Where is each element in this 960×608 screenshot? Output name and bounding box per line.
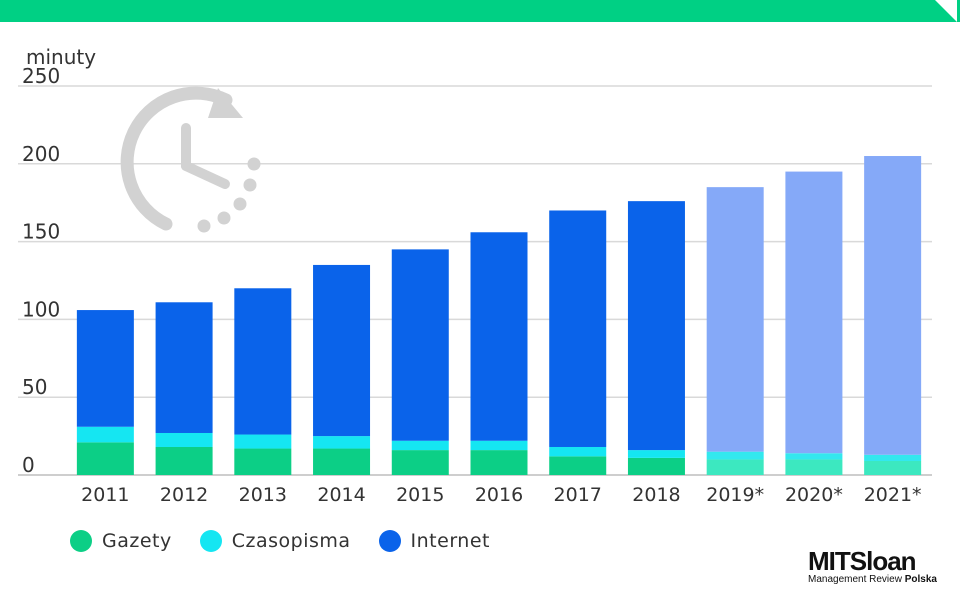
x-tick-label-2020-forecast: 2020*: [785, 484, 843, 506]
bar-internet-2017: [549, 210, 607, 447]
bar-gazety-2020-forecast: [785, 459, 843, 475]
y-tick-label-250: 250: [22, 64, 60, 88]
bar-internet-2020-forecast: [785, 171, 843, 454]
bar-internet-2018: [627, 201, 685, 451]
legend-label-internet: Internet: [410, 530, 490, 552]
top-accent-bar-notch: [935, 0, 957, 22]
bar-gazety-2017: [549, 456, 607, 475]
logo-subtitle: Management Review Polska: [808, 574, 937, 586]
bar-czasopisma-2014: [313, 436, 371, 449]
x-tick-labels: 2011 2012 2013 2014 2015 2016 2017 2018 2019* 202…: [81, 484, 921, 506]
y-tick-label-150: 150: [22, 220, 60, 244]
bar-internet-2016: [470, 232, 528, 441]
top-accent-bar: [0, 0, 960, 22]
bar-gazety-2012: [155, 446, 213, 475]
bar-gazety-2021-forecast: [864, 460, 922, 475]
x-tick-label-2011: 2011: [81, 484, 129, 506]
bar-gazety-2018: [627, 457, 685, 475]
legend-item-internet: Internet: [378, 530, 490, 552]
clock-icon: [120, 86, 261, 233]
bar-czasopisma-2017: [549, 446, 607, 457]
bar-internet-2014: [313, 264, 371, 437]
x-tick-label-2017: 2017: [554, 484, 602, 506]
bar-czasopisma-2012: [155, 432, 213, 447]
bar-gazety-2013: [234, 448, 292, 475]
x-tick-label-2016: 2016: [475, 484, 523, 506]
mit-sloan-logo: MITSloan Management Review Polska: [808, 546, 937, 586]
bar-gazety-2015: [391, 450, 449, 475]
bar-czasopisma-2013: [234, 434, 292, 449]
bar-czasopisma-2020-forecast: [785, 453, 843, 460]
y-tick-label-100: 100: [22, 297, 60, 321]
y-axis-title: minuty: [26, 45, 96, 69]
bar-internet-2021-forecast: [864, 156, 922, 455]
logo-subtitle-bold: Polska: [904, 574, 937, 585]
bar-gazety-2014: [313, 448, 371, 475]
x-tick-label-2021-forecast: 2021*: [864, 484, 922, 506]
legend-label-gazety: Gazety: [102, 530, 172, 552]
bar-internet-2012: [155, 302, 213, 433]
bar-gazety-2019-forecast: [706, 459, 764, 475]
x-tick-label-2013: 2013: [239, 484, 287, 506]
x-tick-label-2018: 2018: [632, 484, 680, 506]
bar-czasopisma-2018: [627, 450, 685, 458]
bar-internet-2019-forecast: [706, 187, 764, 452]
y-tick-label-0: 0: [22, 453, 35, 477]
legend-swatch-gazety: [70, 530, 92, 552]
legend: Gazety Czasopisma Internet: [70, 530, 518, 552]
logo-subtitle-prefix: Management Review: [808, 574, 905, 585]
x-tick-label-2014: 2014: [317, 484, 365, 506]
legend-swatch-czasopisma: [199, 530, 222, 552]
bar-czasopisma-2019-forecast: [706, 451, 764, 460]
x-tick-label-2015: 2015: [396, 484, 444, 506]
legend-label-czasopisma: Czasopisma: [231, 530, 351, 552]
bar-internet-2013: [234, 288, 292, 435]
bar-czasopisma-2016: [470, 440, 528, 451]
legend-item-gazety: Gazety: [70, 530, 172, 552]
legend-swatch-internet: [378, 530, 401, 552]
bar-internet-2011: [76, 310, 134, 427]
bar-gazety-2016: [470, 450, 528, 475]
y-tick-labels: 0 50 100 150 200 250: [22, 64, 60, 477]
logo-main-text: MITSloan: [808, 546, 917, 576]
bar-czasopisma-2021-forecast: [864, 454, 922, 461]
y-tick-label-50: 50: [22, 375, 47, 399]
bar-czasopisma-2015: [391, 440, 449, 451]
x-tick-label-2019-forecast: 2019*: [706, 484, 764, 506]
y-tick-label-200: 200: [22, 142, 60, 166]
bar-gazety-2011: [76, 442, 134, 475]
bars: [76, 156, 922, 475]
x-tick-label-2012: 2012: [160, 484, 208, 506]
bar-internet-2015: [391, 249, 449, 441]
bar-czasopisma-2011: [76, 426, 134, 443]
legend-item-czasopisma: Czasopisma: [199, 530, 351, 552]
